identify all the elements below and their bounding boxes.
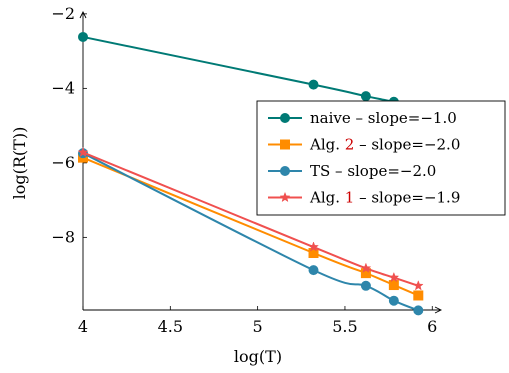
axis-titles: log(T) log(R(T)) xyxy=(10,127,282,366)
series-line xyxy=(82,151,419,287)
data-point xyxy=(413,290,424,301)
legend-label: TS – slope=−2.0 xyxy=(310,162,436,180)
data-point xyxy=(413,305,424,316)
data-point xyxy=(360,262,372,273)
x-tick-label: 5.5 xyxy=(332,317,357,336)
tick-labels: 4 4.5 5 5.5 6 −2 −4 −6 −8 xyxy=(51,4,437,336)
legend-item: Alg. 1 – slope=−1.9 xyxy=(268,189,460,207)
y-tick-label: −6 xyxy=(51,153,75,172)
x-tick-label: 4 xyxy=(78,317,88,336)
data-point xyxy=(388,295,399,306)
series-4 xyxy=(77,146,424,291)
data-point xyxy=(77,146,89,158)
data-point xyxy=(308,79,319,90)
y-tick-label: −4 xyxy=(51,78,75,97)
legend-item: TS – slope=−2.0 xyxy=(268,162,436,180)
data-point xyxy=(360,280,371,291)
data-point xyxy=(308,248,319,259)
x-tick-label: 6 xyxy=(427,317,437,336)
data-point xyxy=(360,91,371,102)
data-point xyxy=(388,271,400,283)
data-point xyxy=(78,31,88,42)
legend-marker xyxy=(280,166,290,176)
legend-item: Alg. 2 – slope=−2.0 xyxy=(268,136,460,154)
legend-label: Alg. 1 – slope=−1.9 xyxy=(309,189,460,207)
legend-label: naive – slope=−1.0 xyxy=(310,109,457,127)
legend-items: naive – slope=−1.0 Alg. 2 – slope=−2.0 TS … xyxy=(268,109,460,207)
legend: naive – slope=−1.0 Alg. 2 – slope=−2.0 TS … xyxy=(256,100,506,216)
x-axis-arrow xyxy=(434,306,443,314)
x-axis-label: log(T) xyxy=(234,347,282,366)
y-tick-label: −2 xyxy=(51,4,75,23)
legend-marker xyxy=(280,113,290,123)
y-tick-label: −8 xyxy=(51,227,75,246)
legend-marker xyxy=(279,191,291,203)
data-point xyxy=(308,241,319,252)
data-point xyxy=(388,280,399,291)
y-axis-label: log(R(T)) xyxy=(10,127,29,200)
y-axis-arrow xyxy=(79,10,87,19)
legend-item: naive – slope=−1.0 xyxy=(268,109,457,127)
legend-label: Alg. 2 – slope=−2.0 xyxy=(309,136,460,154)
data-point xyxy=(412,280,424,291)
data-point xyxy=(308,265,319,276)
legend-box xyxy=(256,100,506,216)
series-1 xyxy=(78,31,424,112)
x-tick-label: 4.5 xyxy=(158,317,183,336)
legend-marker xyxy=(280,139,290,150)
x-tick-label: 5 xyxy=(253,317,263,336)
